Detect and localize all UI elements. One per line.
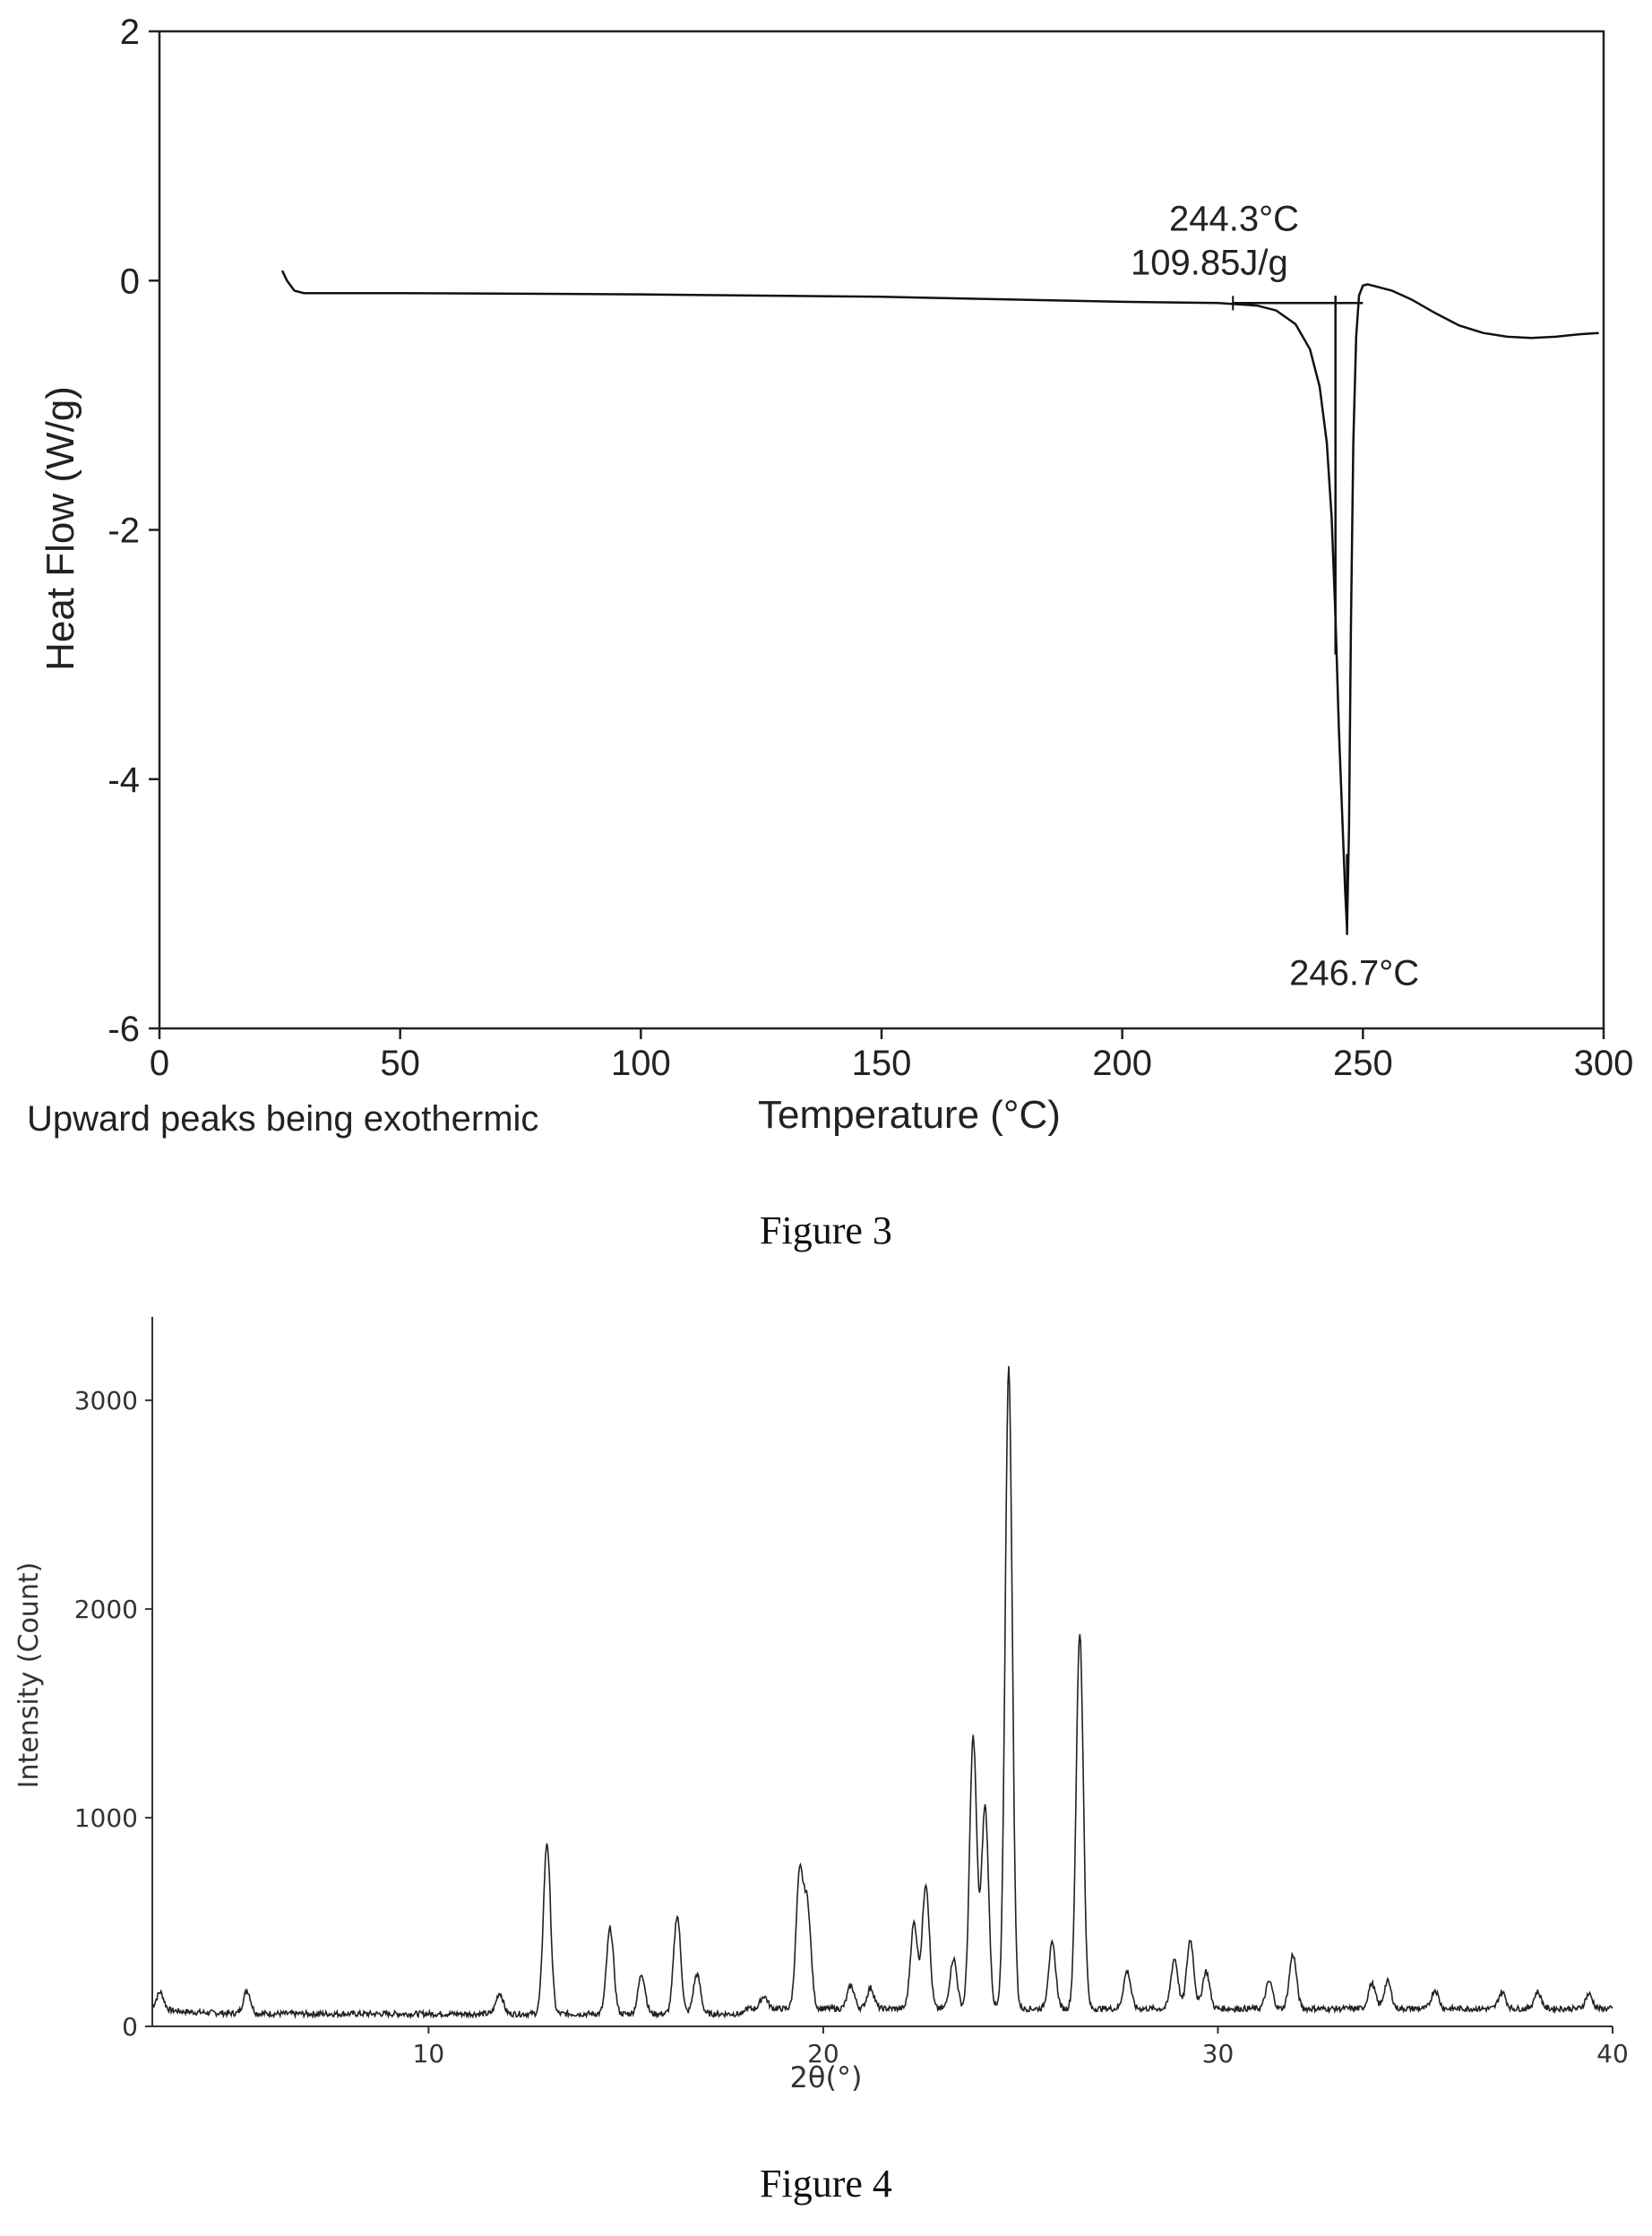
xrd-y-tick-label: 1000	[74, 1803, 138, 1833]
dsc-y-ticks: 2 0 -2 -4 -6	[108, 13, 159, 1049]
xrd-y-tick-label: 3000	[74, 1386, 138, 1415]
dsc-x-tick-label: 250	[1333, 1044, 1393, 1083]
dsc-x-tick-label: 50	[380, 1044, 420, 1083]
xrd-y-tick-label: 2000	[74, 1595, 138, 1624]
figure-3-caption: Figure 3	[760, 1208, 892, 1252]
xrd-x-axis-label: 2θ(°)	[790, 2060, 863, 2094]
dsc-y-tick-label: -4	[108, 761, 140, 800]
dsc-y-tick-label: -6	[108, 1010, 140, 1049]
xrd-y-tick-label: 0	[122, 2012, 138, 2042]
xrd-y-axis-label: Intensity (Count)	[13, 1562, 45, 1789]
dsc-footnote: Upward peaks being exothermic	[27, 1099, 538, 1139]
dsc-y-axis-label: Heat Flow (W/g)	[39, 386, 82, 671]
dsc-y-tick-label: 2	[120, 13, 140, 52]
xrd-x-ticks: 10 20 30 40	[413, 2026, 1629, 2068]
dsc-chart: 2 0 -2 -4 -6 0 50 100 150 200 250 300 244.3°C 109.8…	[27, 13, 1633, 1139]
xrd-x-tick-label: 30	[1202, 2039, 1235, 2068]
dsc-x-tick-label: 200	[1092, 1044, 1152, 1083]
xrd-chart: 0 1000 2000 3000 10 20 30 40 Intensity (Count)…	[13, 1317, 1629, 2094]
xrd-x-tick-label: 20	[807, 2039, 839, 2068]
dsc-x-ticks: 0 50 100 150 200 250 300	[150, 1028, 1634, 1083]
dsc-x-axis-label: Temperature (°C)	[758, 1093, 1061, 1137]
dsc-x-tick-label: 0	[150, 1044, 169, 1083]
xrd-x-tick-label: 10	[413, 2039, 445, 2068]
dsc-onset-temperature-label: 244.3°C	[1169, 200, 1299, 239]
dsc-enthalpy-label: 109.85J/g	[1131, 243, 1288, 282]
dsc-x-tick-label: 300	[1574, 1044, 1634, 1083]
dsc-marks: 244.3°C 109.85J/g 246.7°C	[280, 200, 1599, 993]
xrd-y-ticks: 0 1000 2000 3000	[74, 1386, 152, 2042]
dsc-x-tick-label: 150	[852, 1044, 912, 1083]
figure-4-caption: Figure 4	[760, 2162, 892, 2206]
dsc-y-tick-label: 0	[120, 262, 140, 301]
xrd-pattern-line	[151, 1365, 1613, 2020]
dsc-y-tick-label: -2	[108, 512, 140, 551]
dsc-peak-temperature-label: 246.7°C	[1289, 953, 1419, 993]
dsc-curve	[280, 270, 1599, 929]
xrd-x-tick-label: 40	[1596, 2039, 1629, 2068]
dsc-x-tick-label: 100	[611, 1044, 671, 1083]
dsc-plot-frame	[158, 30, 1605, 1030]
